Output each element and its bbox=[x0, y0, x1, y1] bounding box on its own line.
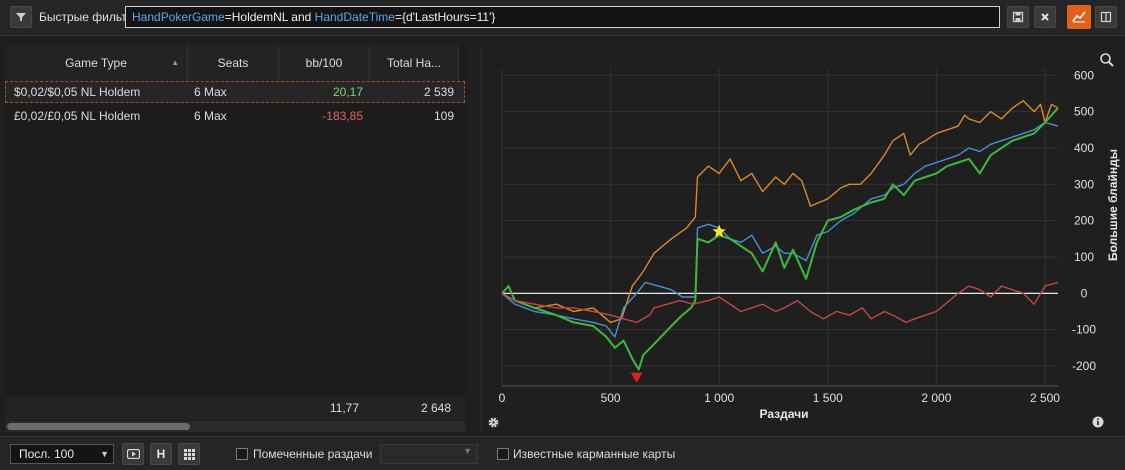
series-line-0 bbox=[501, 100, 1059, 324]
y-axis-label: Большие блайнды bbox=[1106, 149, 1120, 261]
settings-icon[interactable] bbox=[486, 415, 501, 433]
cell-total-hands: 2 539 bbox=[423, 85, 454, 99]
clear-icon[interactable] bbox=[1034, 6, 1056, 28]
chevron-down-icon: ▼ bbox=[463, 446, 472, 456]
known-cards-label: Известные карманные карты bbox=[513, 447, 676, 461]
filter-icon[interactable] bbox=[10, 6, 32, 28]
total-hands: 2 648 bbox=[420, 401, 451, 415]
x-tick-label: 2 000 bbox=[921, 391, 951, 405]
x-axis-ticks: 0 500 1 000 1 500 2 000 2 500 bbox=[499, 391, 1061, 405]
chevron-down-icon: ▼ bbox=[100, 449, 109, 459]
worst-session-triangle-icon bbox=[630, 372, 643, 383]
filter-field-1: HandPokerGame bbox=[132, 10, 225, 24]
chart-grid bbox=[501, 68, 1058, 387]
x-axis-label: Раздачи bbox=[760, 407, 809, 421]
period-select[interactable]: Посл. 100 ▼ bbox=[10, 444, 114, 464]
preview-icon[interactable] bbox=[122, 443, 144, 465]
y-tick-label: 200 bbox=[1074, 214, 1094, 228]
toolbar: Быстрые фильтры HandPokerGame=HoldemNL a… bbox=[0, 0, 1125, 36]
y-tick-label: 400 bbox=[1074, 141, 1094, 155]
scrollbar-thumb[interactable] bbox=[7, 423, 190, 430]
h-button[interactable]: H bbox=[150, 443, 172, 465]
x-tick-label: 1 000 bbox=[704, 391, 734, 405]
cell-game-type: £0,02/£0,05 NL Holdem bbox=[14, 109, 141, 123]
filter-value-2: ={d'LastHours=11'} bbox=[394, 10, 496, 24]
layout-icon[interactable] bbox=[1095, 6, 1117, 28]
info-icon[interactable] bbox=[1092, 416, 1104, 431]
series-line-1 bbox=[501, 121, 1059, 338]
horizontal-scrollbar[interactable] bbox=[5, 421, 466, 432]
filter-field-2: HandDateTime bbox=[314, 10, 395, 24]
zoom-icon[interactable] bbox=[1099, 52, 1115, 71]
chart-markers bbox=[630, 224, 726, 383]
y-tick-label: 0 bbox=[1081, 286, 1088, 300]
filter-query-input[interactable]: HandPokerGame=HoldemNL and HandDateTime=… bbox=[125, 6, 1000, 28]
cell-seats: 6 Max bbox=[194, 85, 227, 99]
total-bb100: 11,77 bbox=[329, 401, 359, 415]
column-header-seats[interactable]: Seats bbox=[188, 45, 279, 81]
x-tick-label: 2 500 bbox=[1030, 391, 1060, 405]
cell-bb100: 20,17 bbox=[332, 85, 363, 99]
y-axis-ticks: -200 -100 0 100 200 300 400 500 600 bbox=[1072, 68, 1096, 373]
stats-table: Game Type ▲ Seats bb/100 Total Ha... bbox=[5, 45, 466, 430]
marked-hands-label: Помеченные раздачи bbox=[253, 447, 373, 461]
period-select-value: Посл. 100 bbox=[19, 447, 74, 461]
column-header-total-hands[interactable]: Total Ha... bbox=[370, 45, 459, 81]
known-cards-checkbox[interactable] bbox=[497, 448, 509, 460]
header-label: Game Type bbox=[65, 56, 127, 70]
cell-seats: 6 Max bbox=[194, 109, 227, 123]
y-tick-label: 300 bbox=[1074, 177, 1094, 191]
y-tick-label: 500 bbox=[1074, 105, 1094, 119]
marked-hands-checkbox[interactable] bbox=[236, 448, 248, 460]
chart-icon[interactable] bbox=[1067, 5, 1091, 29]
filter-value-1: =HoldemNL and bbox=[224, 10, 315, 24]
best-session-star-icon bbox=[712, 224, 726, 238]
totals-row bbox=[5, 395, 466, 420]
series-line-2 bbox=[501, 107, 1059, 371]
x-tick-label: 500 bbox=[601, 391, 621, 405]
sort-asc-icon: ▲ bbox=[171, 58, 179, 67]
bottom-toolbar: Посл. 100 ▼ H Помеченные раздачи ▼ Извес… bbox=[0, 436, 1125, 470]
x-tick-label: 0 bbox=[499, 391, 506, 405]
y-tick-label: -100 bbox=[1072, 323, 1096, 337]
cell-game-type: $0,02/$0,05 NL Holdem bbox=[14, 85, 141, 99]
column-header-game-type[interactable]: Game Type ▲ bbox=[5, 45, 188, 81]
y-tick-label: -200 bbox=[1072, 359, 1096, 373]
grid-icon[interactable] bbox=[178, 443, 200, 465]
y-tick-label: 600 bbox=[1074, 68, 1094, 82]
y-tick-label: 100 bbox=[1074, 250, 1094, 264]
chart-series bbox=[501, 100, 1059, 371]
panel-splitter[interactable] bbox=[481, 45, 482, 433]
cell-total-hands: 109 bbox=[433, 109, 454, 123]
table-row[interactable] bbox=[5, 81, 465, 103]
cell-bb100: -183,85 bbox=[322, 109, 363, 123]
x-tick-label: 1 500 bbox=[813, 391, 843, 405]
winnings-chart: 0 500 1 000 1 500 2 000 2 500 -200-1000100200… bbox=[499, 68, 1120, 421]
marked-hands-dropdown[interactable]: ▼ bbox=[380, 444, 478, 464]
save-icon[interactable] bbox=[1007, 6, 1029, 28]
quick-filters-label: Быстрые фильтры bbox=[39, 10, 125, 24]
column-header-bb100[interactable]: bb/100 bbox=[279, 45, 370, 81]
series-line-3 bbox=[501, 281, 1059, 324]
